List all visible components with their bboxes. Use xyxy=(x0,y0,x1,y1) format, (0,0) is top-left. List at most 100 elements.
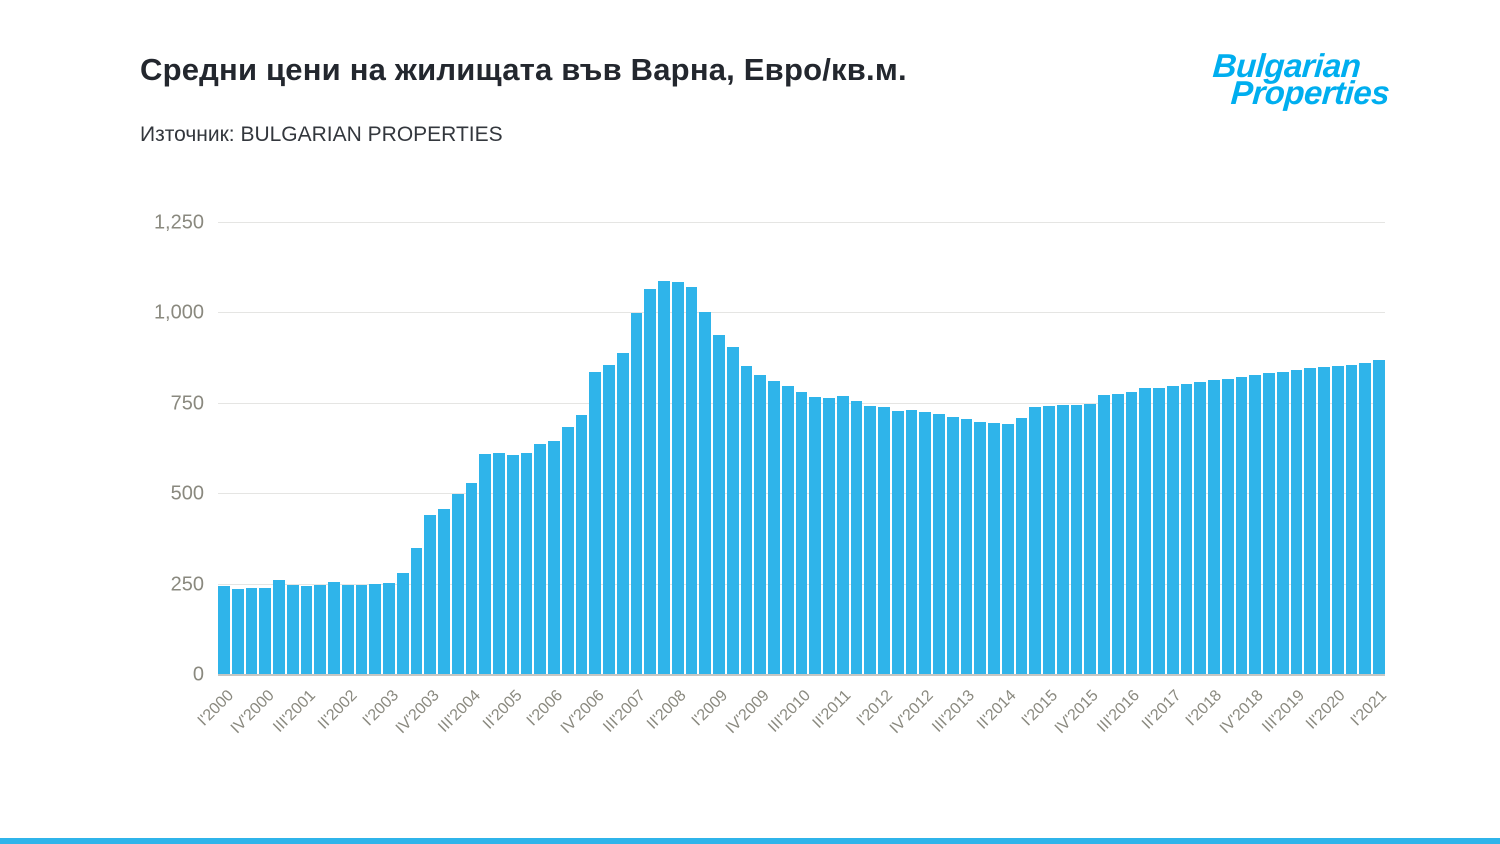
bar xyxy=(699,311,711,675)
y-axis: 0 250 500 750 1,000 1,250 xyxy=(128,212,204,686)
x-axis-label: IV'2000 xyxy=(228,687,279,738)
bar xyxy=(438,508,450,675)
bar xyxy=(369,583,381,675)
x-axis-label: IV'2009 xyxy=(722,687,773,738)
x-axis-label: III'2010 xyxy=(764,687,814,736)
x-axis-label: III'2013 xyxy=(929,687,979,736)
x-axis-line xyxy=(218,674,1385,676)
bar xyxy=(1043,405,1055,675)
bar xyxy=(1290,370,1303,675)
bar xyxy=(1098,394,1110,675)
bar xyxy=(383,582,395,675)
y-axis-label: 250 xyxy=(170,573,204,596)
bar xyxy=(740,365,753,675)
bar xyxy=(644,288,656,675)
bar xyxy=(946,417,959,675)
bar xyxy=(1221,379,1234,675)
bar xyxy=(424,514,436,675)
bar xyxy=(534,443,546,675)
bar xyxy=(1318,366,1330,675)
y-axis-label: 750 xyxy=(170,392,204,415)
price-chart-plot xyxy=(218,222,1385,676)
bar xyxy=(1111,393,1124,675)
bar xyxy=(1153,387,1165,675)
bar xyxy=(685,287,698,675)
x-axis-label: II'2002 xyxy=(314,687,361,733)
bar xyxy=(671,281,684,675)
bar xyxy=(1304,368,1316,675)
bar xyxy=(960,419,973,675)
bar xyxy=(616,353,629,675)
bar xyxy=(823,398,835,675)
bar xyxy=(575,414,588,675)
bar xyxy=(1015,417,1028,675)
bar xyxy=(1235,377,1248,675)
bar xyxy=(933,413,945,675)
bar xyxy=(630,313,643,675)
bar xyxy=(341,584,354,675)
bar xyxy=(754,374,766,675)
y-axis-label: 1,000 xyxy=(153,301,204,324)
bar xyxy=(300,586,313,675)
x-axis-label: III'2001 xyxy=(270,687,320,736)
bar xyxy=(1249,374,1261,675)
bar xyxy=(1166,385,1179,675)
bar xyxy=(561,427,574,675)
bar xyxy=(713,335,725,675)
bar xyxy=(410,548,423,675)
bar xyxy=(781,386,794,675)
bar xyxy=(1001,423,1014,675)
y-axis-label: 1,250 xyxy=(153,211,204,234)
bar xyxy=(589,371,601,675)
footer-accent-bar xyxy=(0,838,1500,844)
bar xyxy=(795,392,808,675)
bar xyxy=(465,483,478,675)
bar-series xyxy=(218,223,1385,675)
bar xyxy=(506,455,519,675)
page-title: Средни цени на жилищата във Варна, Евро/… xyxy=(140,52,907,87)
brand-logo: Bulgarian Properties xyxy=(1210,47,1454,111)
source-label: Източник: BULGARIAN PROPERTIES xyxy=(140,123,503,146)
bar xyxy=(286,584,299,675)
x-axis-label: IV'2015 xyxy=(1051,687,1102,738)
bar xyxy=(1194,382,1206,675)
bar xyxy=(974,421,986,675)
bar xyxy=(836,395,849,675)
bar xyxy=(259,587,271,675)
bar xyxy=(1125,392,1138,675)
x-axis-label: III'2004 xyxy=(435,687,485,736)
bar xyxy=(218,586,230,675)
x-axis-label: II'2011 xyxy=(809,687,855,732)
bar xyxy=(520,452,533,675)
x-axis-label: III'2019 xyxy=(1258,687,1308,736)
bar xyxy=(493,452,505,675)
y-axis-label: 0 xyxy=(192,663,204,686)
x-axis-label: IV'2006 xyxy=(557,687,608,738)
x-axis-label: IV'2003 xyxy=(392,687,443,738)
bar xyxy=(658,280,670,675)
x-axis: I'2000 IV'2000 III'2001 II'2002 I'2003 IV'200… xyxy=(194,679,1390,779)
bar xyxy=(328,582,340,675)
x-axis-label: II'2005 xyxy=(479,687,526,733)
gridline xyxy=(218,312,1385,314)
brand-logo-line2: Properties xyxy=(1229,74,1391,111)
bar xyxy=(1056,404,1069,675)
bar xyxy=(726,346,739,675)
bar xyxy=(1180,383,1193,675)
bar xyxy=(451,494,464,675)
bar xyxy=(355,584,368,675)
bar xyxy=(479,454,491,675)
x-axis-label: IV'2018 xyxy=(1216,687,1267,738)
y-axis-label: 500 xyxy=(170,482,204,505)
gridline xyxy=(218,222,1385,223)
bar xyxy=(1208,380,1220,675)
bar xyxy=(603,364,615,675)
bar xyxy=(864,405,876,675)
bar xyxy=(768,381,780,675)
bar xyxy=(1070,404,1083,675)
bar xyxy=(1331,365,1344,675)
bar xyxy=(1345,364,1358,675)
x-axis-label: III'2007 xyxy=(599,687,649,736)
x-axis-label: II'2020 xyxy=(1303,687,1349,733)
